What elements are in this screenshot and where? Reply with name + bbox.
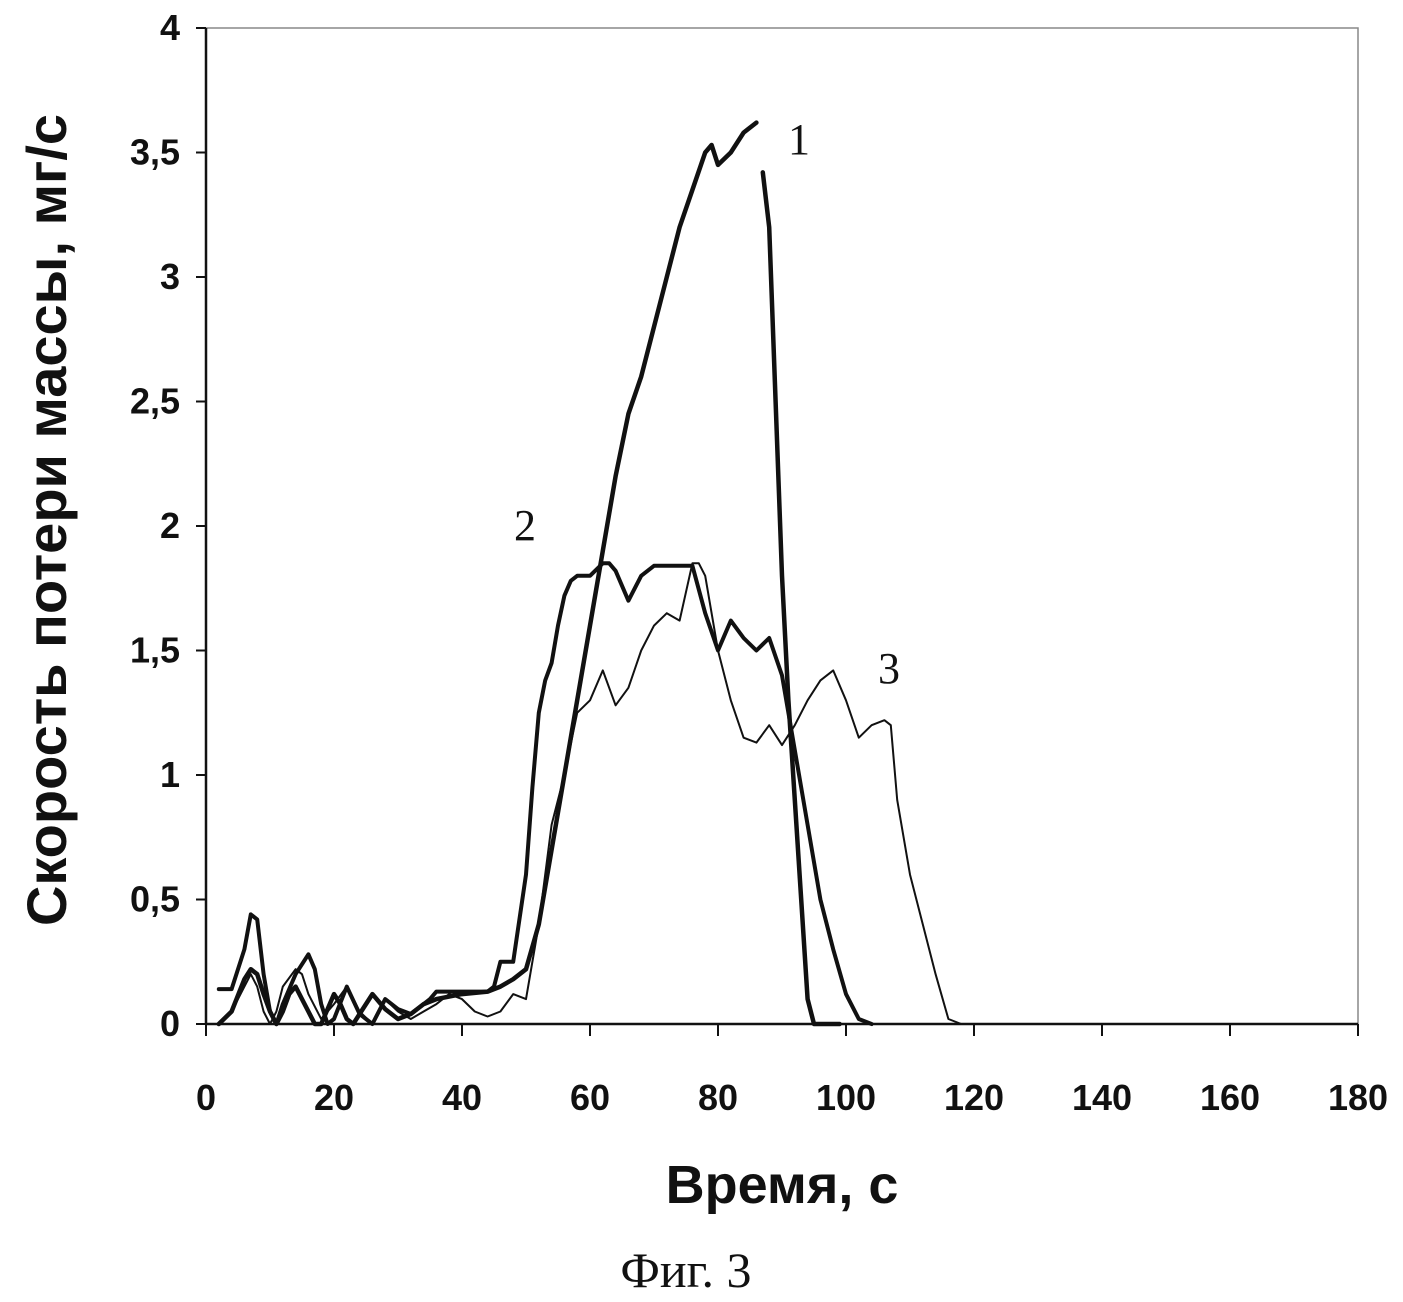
- y-tick-label: 1: [160, 754, 180, 795]
- x-axis-title: Время, с: [666, 1155, 899, 1215]
- x-tick-label: 120: [944, 1077, 1004, 1118]
- y-tick-label: 4: [160, 7, 180, 48]
- y-tick-label: 2,5: [130, 381, 180, 422]
- y-tick-label: 1,5: [130, 630, 180, 671]
- x-tick-label: 40: [442, 1077, 482, 1118]
- x-tick-label: 20: [314, 1077, 354, 1118]
- x-tick-label: 0: [196, 1077, 216, 1118]
- series-label-1: 1: [788, 115, 810, 164]
- y-tick-label: 3,5: [130, 132, 180, 173]
- series-line-1: [219, 123, 757, 1024]
- y-tick-label: 2: [160, 505, 180, 546]
- y-tick-label: 0: [160, 1003, 180, 1044]
- series-group: [219, 123, 974, 1024]
- y-tick-label: 3: [160, 256, 180, 297]
- x-tick-label: 180: [1328, 1077, 1388, 1118]
- y-tick-label: 0,5: [130, 879, 180, 920]
- series-label-3: 3: [878, 644, 900, 693]
- y-ticks: 0 0,5 1 1,5 2 2,5 3 3,5 4: [130, 7, 206, 1044]
- series-label-2: 2: [514, 501, 536, 550]
- x-tick-label: 100: [816, 1077, 876, 1118]
- series-line-2: [219, 563, 872, 1024]
- x-tick-label: 140: [1072, 1077, 1132, 1118]
- x-tick-label: 60: [570, 1077, 610, 1118]
- y-axis-title: Скорость потери массы, мг/с: [15, 114, 78, 926]
- x-tick-label: 160: [1200, 1077, 1260, 1118]
- figure-caption: Фиг. 3: [620, 1242, 751, 1298]
- series-line-3: [219, 563, 974, 1024]
- x-tick-label: 80: [698, 1077, 738, 1118]
- series-line-1-tail: [763, 172, 840, 1024]
- x-ticks: 0 20 40 60 80 100 120 140 160 180: [196, 1024, 1388, 1118]
